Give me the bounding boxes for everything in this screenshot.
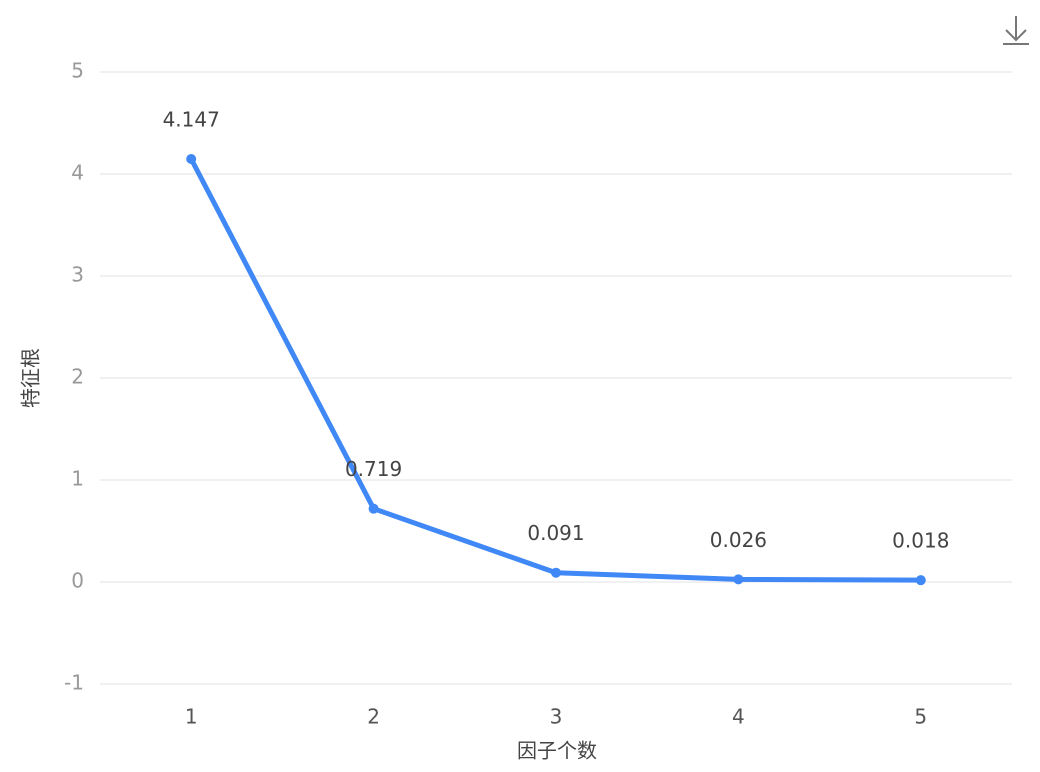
data-point [733, 574, 744, 585]
data-point [368, 503, 379, 514]
x-tick-label: 5 [914, 705, 927, 729]
value-label: 0.026 [710, 528, 767, 552]
x-axis-title: 因子个数 [517, 739, 597, 763]
y-axis-title: 特征根 [19, 348, 43, 408]
value-label: 4.147 [163, 108, 220, 132]
x-tick-label: 1 [185, 705, 198, 729]
data-point [915, 575, 926, 586]
x-tick-label: 4 [732, 705, 745, 729]
value-label: 0.719 [345, 457, 402, 481]
y-tick-label: 5 [71, 59, 84, 83]
value-label: 0.018 [892, 529, 949, 553]
value-label: 0.091 [527, 521, 584, 545]
y-tick-label: 0 [71, 569, 84, 593]
data-point [186, 154, 197, 165]
y-tick-label: 2 [71, 365, 84, 389]
y-tick-label: -1 [64, 671, 84, 695]
y-tick-label: 3 [71, 263, 84, 287]
x-tick-label: 3 [550, 705, 563, 729]
data-point [551, 567, 561, 578]
y-tick-label: 1 [71, 467, 84, 491]
download-glyph[interactable] [1003, 16, 1029, 45]
data-line [188, 157, 921, 583]
y-tick-label: 4 [71, 161, 84, 185]
x-tick-label: 2 [367, 705, 380, 729]
download-icon[interactable] [1003, 16, 1029, 45]
